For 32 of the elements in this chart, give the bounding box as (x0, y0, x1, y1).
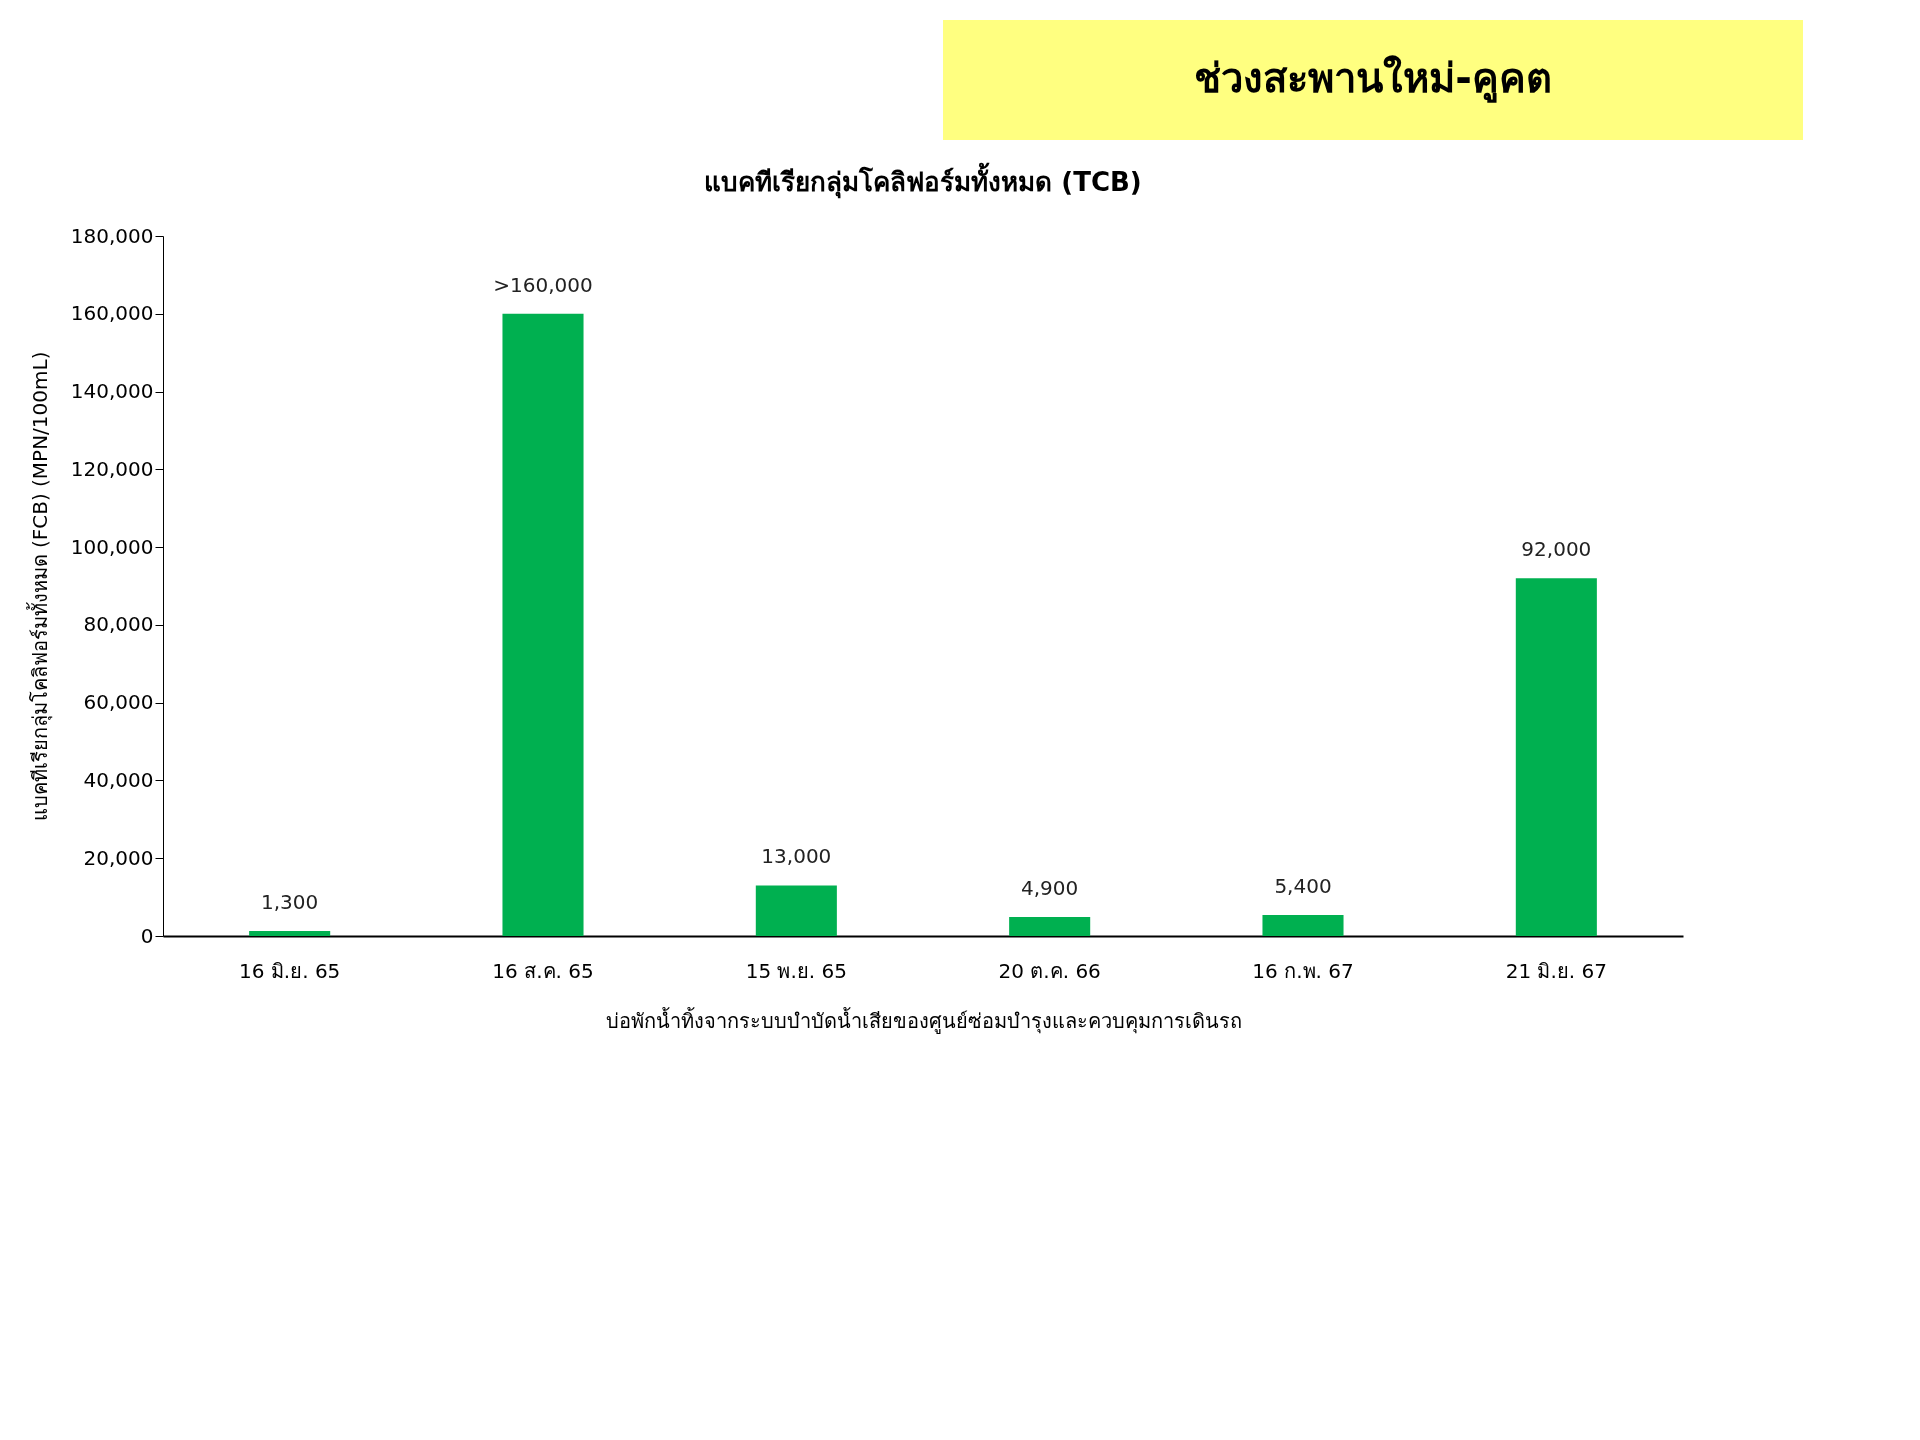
x-tick-label: 15 พ.ย. 65 (745, 958, 847, 983)
y-axis-title: แบคทีเรียกลุ่มโคลิฟอร์มทั้งหมด (FCB) (MPN/100mL) (25, 351, 53, 822)
bar (1515, 578, 1597, 936)
data-label: 1,300 (261, 889, 319, 914)
x-tick-label: 20 ต.ค. 66 (998, 958, 1101, 983)
data-label: 92,000 (1521, 537, 1592, 562)
bar (249, 930, 331, 936)
data-label: 4,900 (1021, 875, 1079, 900)
y-tick-label: 120,000 (70, 456, 154, 481)
chart-subtitle: แบคทีเรียกลุ่มโคลิฟอร์มทั้งหมด (TCB) (704, 162, 1142, 199)
y-tick-label: 40,000 (83, 767, 154, 792)
bar (1009, 916, 1091, 936)
y-tick-label: 60,000 (83, 690, 154, 715)
bar (502, 313, 584, 936)
bar (1262, 915, 1344, 936)
x-tick-label: 21 มิ.ย. 67 (1505, 958, 1607, 983)
y-tick-label: 160,000 (70, 301, 154, 326)
bar (755, 885, 837, 936)
x-tick-label: 16 มิ.ย. 65 (239, 958, 341, 983)
x-axis-title: บ่อพักน้ำทิ้งจากระบบบำบัดน้ำเสียของศูนย์ซ่อมบำรุงและควบคุมการเดินรถ (605, 1006, 1242, 1034)
y-tick-label: 180,000 (70, 223, 154, 248)
y-tick-label: 0 (140, 923, 154, 948)
y-tick-label: 20,000 (83, 845, 154, 870)
data-label: 13,000 (761, 844, 832, 869)
y-tick-label: 140,000 (70, 379, 154, 404)
chart-title: ช่วงสะพานใหม่-คูคต (1194, 55, 1552, 103)
x-tick-label: 16 ก.พ. 67 (1252, 958, 1354, 983)
data-label: >160,000 (493, 272, 593, 297)
y-tick-label: 80,000 (83, 612, 154, 637)
y-tick-label: 100,000 (70, 534, 154, 559)
x-tick-label: 16 ส.ค. 65 (492, 958, 594, 983)
data-label: 5,400 (1274, 874, 1332, 898)
